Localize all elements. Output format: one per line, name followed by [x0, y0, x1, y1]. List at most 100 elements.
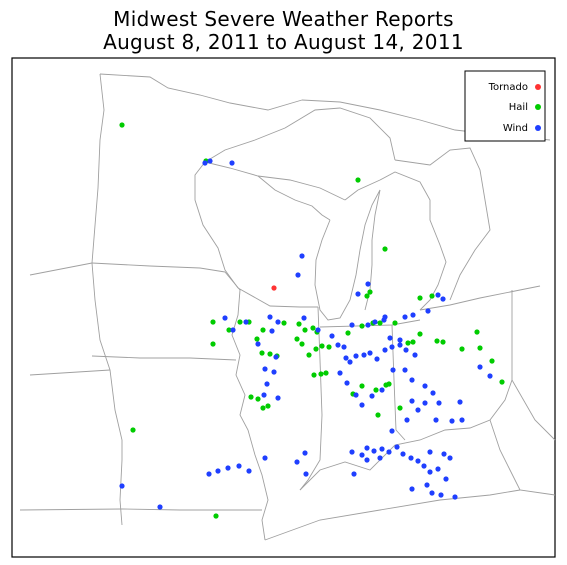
wind-report-23 — [440, 296, 446, 302]
wind-report-12 — [349, 322, 355, 328]
hail-report-58 — [213, 513, 219, 519]
hail-report-28 — [326, 344, 332, 350]
hail-report-47 — [474, 329, 480, 335]
wind-report-59 — [436, 400, 442, 406]
wind-report-19 — [402, 314, 408, 320]
hail-report-6 — [417, 295, 423, 301]
wind-report-98 — [441, 451, 447, 457]
wind-report-75 — [415, 458, 421, 464]
hail-report-31 — [323, 370, 329, 376]
wind-report-48 — [337, 370, 343, 376]
map-title-line2: August 8, 2011 to August 14, 2011 — [103, 30, 464, 54]
wind-report-50 — [353, 392, 359, 398]
wind-report-24 — [255, 341, 261, 347]
hail-report-48 — [477, 345, 483, 351]
wind-report-64 — [415, 407, 421, 413]
wind-report-3 — [295, 272, 301, 278]
wind-report-105 — [449, 418, 455, 424]
hail-report-56 — [397, 405, 403, 411]
wind-report-72 — [394, 444, 400, 450]
report-points — [119, 122, 505, 519]
wind-report-84 — [409, 486, 415, 492]
hail-report-13 — [260, 327, 266, 333]
hail-report-26 — [313, 346, 319, 352]
wind-report-85 — [351, 471, 357, 477]
hail-report-15 — [259, 350, 265, 356]
wind-report-8 — [243, 319, 249, 325]
wind-report-36 — [343, 355, 349, 361]
wind-report-96 — [157, 504, 163, 510]
legend-marker-wind — [535, 125, 541, 131]
wind-report-89 — [206, 471, 212, 477]
hail-report-46 — [459, 346, 465, 352]
wind-report-103 — [404, 417, 410, 423]
boundaries — [19, 73, 556, 541]
hail-report-40 — [392, 320, 398, 326]
hail-report-29 — [311, 372, 317, 378]
legend-marker-hail — [535, 104, 541, 110]
wind-report-46 — [403, 347, 409, 353]
hail-report-34 — [260, 405, 266, 411]
hail-report-20 — [302, 327, 308, 333]
wind-report-42 — [382, 347, 388, 353]
wind-report-44 — [387, 335, 393, 341]
wind-report-92 — [236, 463, 242, 469]
wind-report-15 — [372, 319, 378, 325]
wind-report-40 — [367, 350, 373, 356]
wind-report-78 — [435, 466, 441, 472]
hail-report-24 — [299, 341, 305, 347]
legend-marker-tornado — [535, 84, 541, 90]
wind-report-99 — [447, 455, 453, 461]
wind-report-74 — [408, 455, 414, 461]
hail-report-19 — [296, 321, 302, 327]
hail-report-53 — [373, 387, 379, 393]
wind-report-93 — [246, 468, 252, 474]
wind-report-45 — [397, 342, 403, 348]
wind-report-49 — [344, 380, 350, 386]
wind-report-57 — [422, 383, 428, 389]
wind-report-38 — [353, 353, 359, 359]
wind-report-2 — [229, 160, 235, 166]
wind-report-6 — [222, 315, 228, 321]
hail-report-41 — [405, 340, 411, 346]
wind-report-0 — [202, 160, 208, 166]
wind-report-77 — [427, 469, 433, 475]
wind-report-58 — [430, 390, 436, 396]
wind-report-56 — [409, 377, 415, 383]
wind-report-100 — [377, 455, 383, 461]
wind-report-26 — [262, 366, 268, 372]
hail-report-54 — [375, 412, 381, 418]
wind-report-4 — [299, 253, 305, 259]
hail-report-59 — [383, 382, 389, 388]
wind-report-87 — [294, 459, 300, 465]
hail-report-30 — [318, 371, 324, 377]
hail-report-45 — [440, 339, 446, 345]
hail-report-57 — [130, 427, 136, 433]
wind-report-10 — [269, 328, 275, 334]
wind-report-82 — [429, 490, 435, 496]
hail-report-52 — [359, 383, 365, 389]
wind-report-7 — [230, 327, 236, 333]
wind-report-101 — [364, 457, 370, 463]
hail-report-11 — [237, 319, 243, 325]
wind-report-81 — [424, 482, 430, 488]
hail-report-10 — [226, 327, 232, 333]
wind-report-53 — [379, 387, 385, 393]
legend-label-tornado: Tornado — [488, 82, 528, 93]
wind-report-5 — [275, 319, 281, 325]
wind-report-55 — [402, 367, 408, 373]
hail-report-35 — [265, 403, 271, 409]
wind-report-66 — [349, 449, 355, 455]
wind-report-97 — [427, 449, 433, 455]
wind-report-79 — [443, 476, 449, 482]
hail-report-9 — [210, 341, 216, 347]
wind-report-63 — [409, 398, 415, 404]
legend: Tornado Hail Wind — [464, 70, 546, 142]
wind-report-71 — [386, 449, 392, 455]
wind-report-90 — [215, 468, 221, 474]
wind-report-25 — [273, 354, 279, 360]
wind-report-80 — [452, 494, 458, 500]
hail-report-33 — [255, 396, 261, 402]
wind-report-17 — [382, 314, 388, 320]
